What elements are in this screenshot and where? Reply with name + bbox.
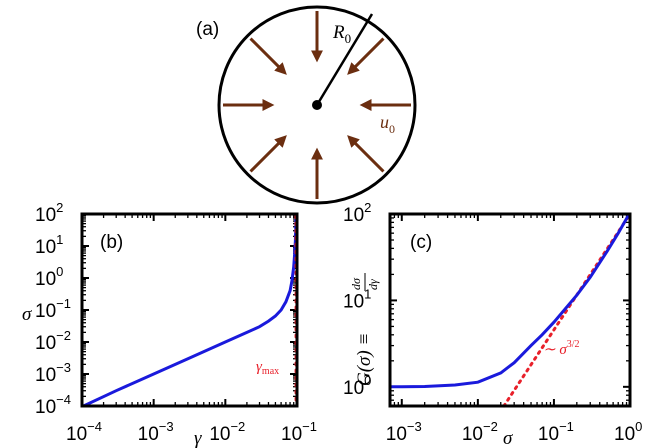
x-tick-label: 10−4: [66, 419, 102, 445]
panel-b-label: (b): [100, 232, 123, 253]
y-tick-label: 102: [35, 200, 63, 226]
panel-c-ylabel: G(σ) ≡ dσ dγ: [349, 273, 380, 386]
droplet-circle: [217, 5, 417, 205]
inward-arrows: [223, 11, 411, 199]
inward-arrow: [347, 37, 385, 75]
y-tick-label: 10−3: [35, 360, 71, 386]
panel-c-ref-label: ∼ σ3/2: [543, 339, 580, 358]
panel-c-label: (c): [410, 232, 432, 253]
panel-c-ylabel-den: dγ: [366, 279, 380, 290]
y-tick-label: 102: [343, 200, 371, 226]
y-tick-label: 10−1: [35, 296, 71, 322]
x-tick-label: 100: [614, 419, 642, 445]
svg-text:G(σ) ≡: G(σ) ≡: [354, 333, 375, 386]
panel-b-chart: 10−4 10−3 10−2 10−1 10−4 10−3 10−2 10−1 100 101 10…: [22, 200, 317, 448]
y-tick-label: 101: [343, 286, 371, 312]
panel-c-frame: [388, 212, 632, 408]
y-tick-label: 10−4: [35, 392, 71, 418]
inward-arrow: [249, 37, 287, 75]
y-tick-label: 100: [35, 264, 63, 290]
panel-b-frame: [80, 212, 299, 408]
panel-c-xlabel: σ: [503, 428, 513, 448]
panel-c-ticks: 10−3 10−2 10−1 100 100 101 102: [343, 200, 642, 445]
panel-c-ylabel-num: dσ: [349, 277, 363, 290]
panel-a-droplet-diagram: (a) R0 u0: [196, 5, 417, 205]
panel-b-ticks: 10−4 10−3 10−2 10−1 10−4 10−3 10−2 10−1 100 101 10…: [35, 200, 317, 445]
x-tick-label: 10−2: [462, 419, 498, 445]
panel-b-ylabel: σ: [22, 304, 32, 325]
y-tick-label: 101: [35, 232, 63, 258]
x-tick-label: 10−1: [538, 419, 574, 445]
x-tick-label: 10−1: [281, 419, 317, 445]
y-tick-label: 10−2: [35, 328, 71, 354]
y-tick-label: 100: [343, 373, 371, 399]
radius-line: [315, 13, 374, 106]
panel-a-label: (a): [196, 19, 219, 40]
panel-b-ref-label: γmax: [256, 359, 279, 377]
x-tick-label: 10−2: [209, 419, 245, 445]
x-tick-label: 10−3: [386, 419, 422, 445]
x-tick-label: 10−3: [138, 419, 174, 445]
panel-c-chart: 10−3 10−2 10−1 100 100 101 102 (c) ∼ σ3/2 σ G(…: [343, 200, 642, 448]
inward-arrow: [249, 135, 287, 173]
panel-c-ylabel-main: G(σ) ≡: [354, 333, 375, 386]
velocity-label: u0: [380, 112, 395, 136]
radius-label: R0: [332, 22, 351, 46]
panel-c-curve: [390, 214, 630, 389]
center-dot: [312, 100, 322, 110]
panel-b-xlabel: γ: [194, 428, 202, 448]
inward-arrow: [347, 135, 385, 173]
